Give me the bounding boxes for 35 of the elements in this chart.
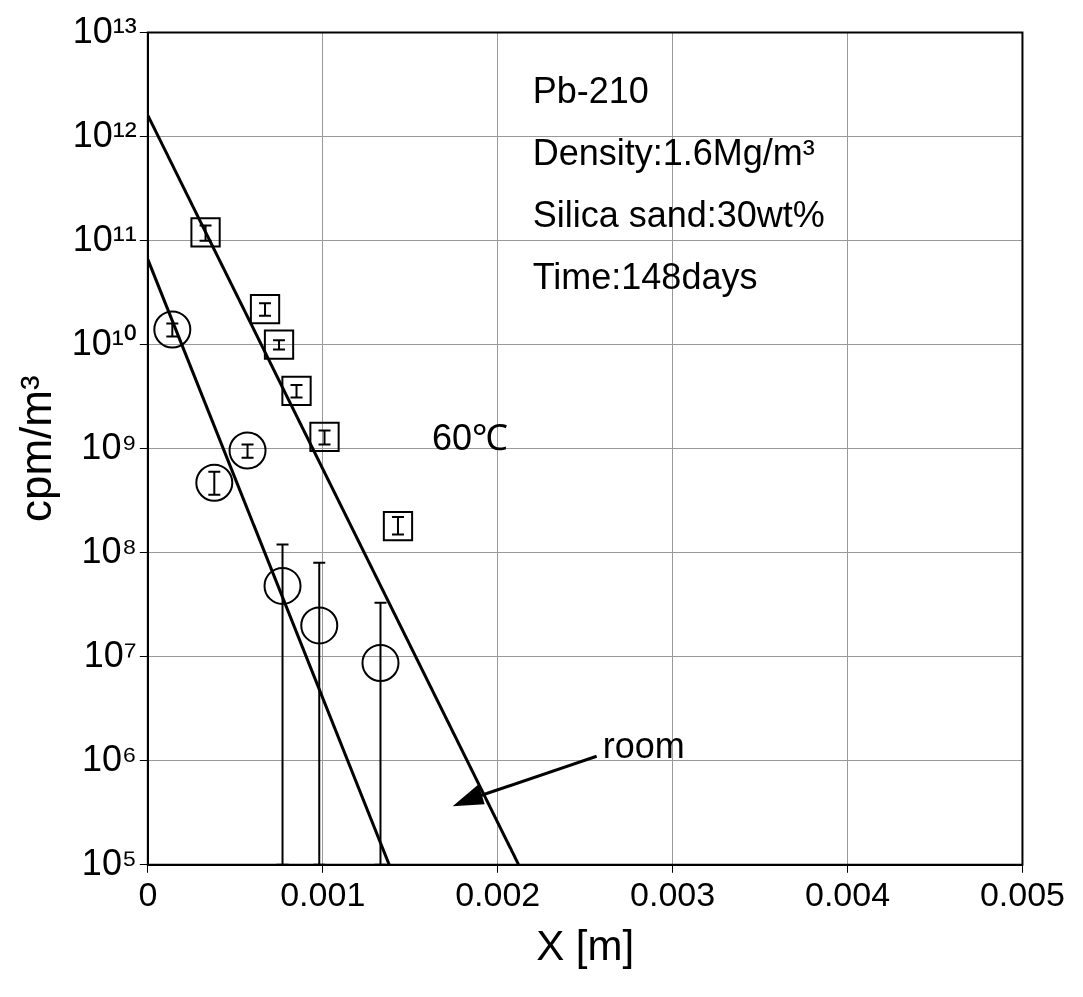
y-axis-title: cpm/m³ [10, 375, 60, 523]
y-tick-label: 10¹² [72, 113, 137, 155]
point [361, 644, 400, 683]
x-tick-label: 0.005 [979, 874, 1066, 913]
annotation: 60℃ [432, 417, 509, 459]
y-tick-label: 10¹³ [72, 9, 137, 51]
x-tick-label: 0.004 [804, 874, 891, 913]
y-tick-label: 10¹¹ [72, 217, 137, 259]
annotation: Pb-210 [532, 69, 649, 111]
y-tick-label: 10¹⁰ [71, 321, 137, 363]
annotation: Silica sand:30wt% [532, 193, 825, 235]
point [382, 511, 414, 542]
point [309, 421, 340, 452]
point [190, 217, 221, 248]
point [153, 310, 192, 349]
point [249, 293, 281, 325]
point [263, 329, 295, 360]
y-tick-label: 10⁸ [81, 529, 137, 571]
point [228, 431, 267, 470]
x-tick-label: 0 [138, 874, 158, 913]
y-tick-label: 10⁹ [81, 425, 137, 467]
x-tick-label: 0.001 [280, 874, 366, 913]
x-axis-title: X [m] [536, 922, 635, 970]
point [281, 375, 312, 406]
y-tick-label: 10⁷ [83, 633, 137, 675]
point [195, 463, 234, 502]
annotation: room [602, 725, 685, 767]
point [300, 606, 339, 645]
annotation: Density:1.6Mg/m³ [532, 131, 815, 173]
point [263, 566, 302, 605]
annotation: Time:148days [532, 255, 758, 297]
y-tick-label: 10⁶ [81, 737, 137, 779]
y-tick-label: 10⁵ [81, 841, 137, 883]
x-tick-label: 0.002 [455, 874, 541, 913]
x-tick-label: 0.003 [630, 874, 716, 913]
